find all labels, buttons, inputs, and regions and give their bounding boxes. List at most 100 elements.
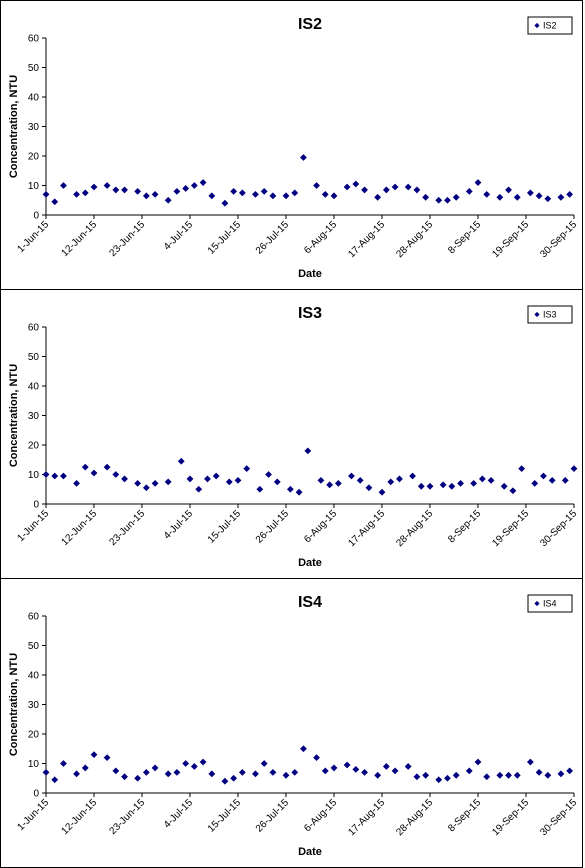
data-point xyxy=(330,192,338,200)
data-point xyxy=(256,485,264,493)
data-point xyxy=(221,199,229,207)
data-point xyxy=(269,768,277,776)
data-point xyxy=(134,188,142,195)
data-point xyxy=(535,768,543,776)
y-tick-label: 20 xyxy=(28,730,40,741)
data-point xyxy=(112,186,120,194)
data-point xyxy=(81,189,89,197)
data-point xyxy=(470,479,478,487)
y-tick-label: 10 xyxy=(28,759,40,770)
data-point xyxy=(164,196,172,204)
x-tick-label: 26-Jul-15 xyxy=(254,219,292,257)
data-point xyxy=(382,763,390,770)
x-tick-label: 15-Jul-15 xyxy=(206,797,244,835)
y-tick-label: 60 xyxy=(28,612,40,623)
data-point xyxy=(60,760,67,767)
data-point xyxy=(230,188,238,195)
data-point xyxy=(409,472,416,480)
x-tick-label: 17-Aug-15 xyxy=(346,508,387,549)
data-point xyxy=(177,457,185,465)
x-tick-label: 8-Sep-15 xyxy=(446,219,483,256)
data-point xyxy=(361,186,368,194)
x-tick-label: 6-Aug-15 xyxy=(302,219,339,256)
data-point xyxy=(465,767,473,775)
data-point xyxy=(51,198,59,206)
data-point xyxy=(566,190,574,198)
data-point xyxy=(182,760,190,767)
data-point xyxy=(374,193,382,201)
data-point xyxy=(121,773,128,781)
data-point xyxy=(422,193,430,201)
data-point xyxy=(391,183,399,191)
legend-label: IS4 xyxy=(543,599,557,609)
chart-panel-is3: IS3 0 10 20 30 40 50 60 1-Jun-15 12-Jun-15 23-Jun-… xyxy=(0,289,583,579)
data-point xyxy=(199,758,207,766)
data-point xyxy=(352,180,360,188)
y-tick-label: 50 xyxy=(28,63,40,74)
legend-marker xyxy=(534,22,540,29)
data-point xyxy=(225,478,233,486)
data-point xyxy=(439,481,447,489)
x-tick-label: 1-Jun-15 xyxy=(15,797,51,833)
data-point xyxy=(151,479,159,487)
chart-title: IS4 xyxy=(298,594,322,611)
y-tick-label: 0 xyxy=(33,211,39,222)
data-point xyxy=(230,774,238,782)
x-axis-title: Date xyxy=(298,557,322,569)
x-tick-label: 4-Jul-15 xyxy=(162,219,196,253)
data-point xyxy=(295,488,303,496)
data-point xyxy=(42,768,50,776)
x-tick-label: 26-Jul-15 xyxy=(254,797,292,835)
data-point xyxy=(478,475,486,483)
data-point xyxy=(413,186,421,194)
y-tick-label: 40 xyxy=(28,93,40,104)
legend-box xyxy=(527,594,573,613)
y-tick-label: 20 xyxy=(28,441,40,452)
y-tick-label: 50 xyxy=(28,641,40,652)
data-point xyxy=(260,188,268,195)
data-point xyxy=(326,481,334,489)
data-point xyxy=(238,189,246,197)
legend-box xyxy=(527,305,573,324)
data-point xyxy=(269,192,277,200)
chart-panel-is2: IS2 0 10 20 30 40 50 60 1-Jun-15 12-Jun-15 23-Jun-… xyxy=(0,0,583,290)
legend-marker xyxy=(534,600,540,607)
data-point xyxy=(496,193,504,201)
data-point xyxy=(526,758,534,766)
legend-marker xyxy=(534,311,540,318)
data-point xyxy=(260,760,268,767)
chart-svg: IS4 0 10 20 30 40 50 60 1-Jun-15 12-Jun-15 23-Jun-… xyxy=(8,594,579,858)
data-point xyxy=(300,745,307,753)
x-tick-label: 30-Sep-15 xyxy=(538,508,579,549)
data-point xyxy=(73,479,80,487)
data-point xyxy=(505,771,512,779)
data-point xyxy=(195,485,203,493)
data-point xyxy=(374,771,382,779)
data-point xyxy=(151,764,159,772)
x-tick-label: 23-Jun-15 xyxy=(108,797,148,837)
data-point xyxy=(404,183,412,191)
y-tick-label: 60 xyxy=(28,34,40,45)
data-point xyxy=(291,768,299,776)
x-tick-label: 23-Jun-15 xyxy=(108,508,148,548)
chart-svg: IS3 0 10 20 30 40 50 60 1-Jun-15 12-Jun-15 23-Jun-… xyxy=(8,305,579,569)
data-point xyxy=(282,192,290,200)
data-point xyxy=(387,478,395,486)
data-point xyxy=(544,771,552,779)
data-point xyxy=(343,761,351,769)
data-point xyxy=(413,773,421,781)
data-point xyxy=(487,477,495,484)
data-point xyxy=(121,186,128,194)
data-point xyxy=(173,768,181,776)
x-tick-label: 6-Aug-15 xyxy=(302,508,339,545)
data-point xyxy=(417,482,425,490)
data-point xyxy=(90,183,98,191)
data-point xyxy=(142,192,150,200)
y-tick-label: 20 xyxy=(28,152,40,163)
data-point xyxy=(531,479,539,487)
y-tick-label: 40 xyxy=(28,382,40,393)
y-tick-label: 60 xyxy=(28,323,40,334)
data-point xyxy=(252,770,259,778)
data-point xyxy=(444,196,451,204)
legend-label: IS3 xyxy=(543,310,557,320)
